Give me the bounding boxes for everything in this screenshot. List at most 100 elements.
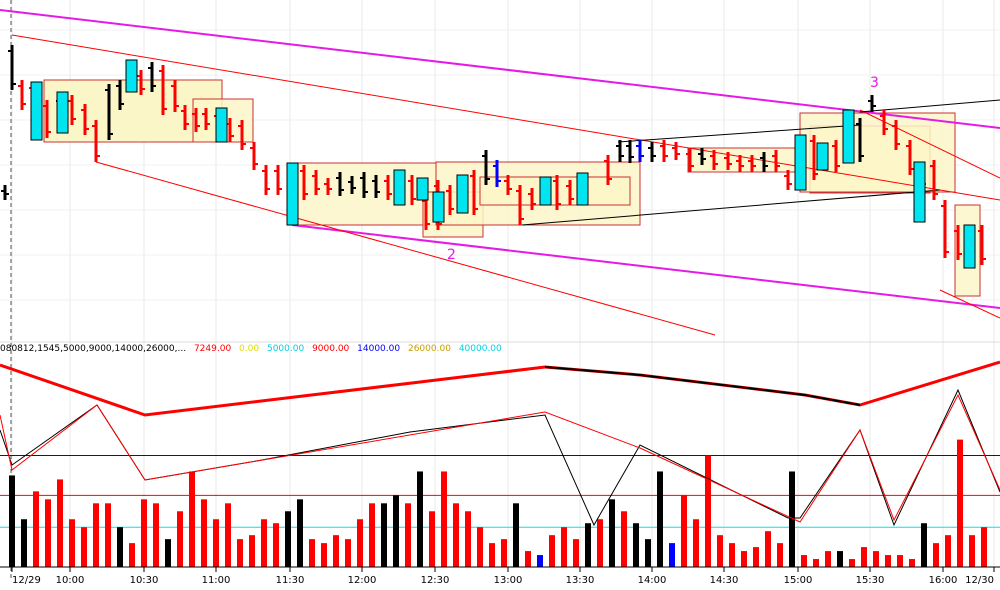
candle-body <box>125 59 138 93</box>
price-bar <box>81 104 89 135</box>
volume-panel <box>0 360 1000 567</box>
price-bar <box>604 155 612 185</box>
price-bar <box>18 80 26 110</box>
volume-bar <box>957 439 963 567</box>
volume-bar <box>393 495 399 567</box>
volume-bar <box>141 499 147 567</box>
volume-bar <box>525 551 531 567</box>
candle-body <box>286 162 299 226</box>
price-bar <box>941 200 949 258</box>
volume-bar <box>909 559 915 567</box>
candle-body <box>393 169 406 206</box>
price-bar <box>648 142 656 162</box>
volume-bar <box>321 543 327 567</box>
volume-bar <box>573 539 579 567</box>
price-bar <box>504 175 512 195</box>
volume-bar <box>885 555 891 567</box>
price-bar <box>300 165 308 200</box>
volume-bar <box>873 551 879 567</box>
volume-bar <box>813 559 819 567</box>
volume-trend-thick <box>0 360 1000 417</box>
volume-bar <box>117 527 123 567</box>
volume-bar <box>765 531 771 567</box>
x-tick-label: 14:30 <box>710 575 739 586</box>
price-bar <box>748 155 756 172</box>
volume-bar <box>585 523 591 567</box>
volume-bar <box>741 551 747 567</box>
price-bar <box>324 178 332 195</box>
price-bar <box>626 140 634 163</box>
volume-bar <box>693 519 699 567</box>
price-bar <box>978 225 986 265</box>
price-bar <box>68 95 76 125</box>
volume-trend-black <box>544 366 861 406</box>
candle-body <box>539 176 552 206</box>
volume-bar <box>621 511 627 567</box>
volume-bar <box>189 471 195 567</box>
price-bar <box>274 165 282 195</box>
lower-channel-line <box>291 224 1000 309</box>
volume-bar <box>273 523 279 567</box>
candle-body <box>456 174 469 214</box>
volume-bar <box>369 503 375 567</box>
price-bar <box>810 135 818 180</box>
candle-body <box>30 81 43 141</box>
volume-bar <box>501 539 507 567</box>
volume-zigzag-red <box>0 393 1000 523</box>
x-tick-label: 12:00 <box>348 575 377 586</box>
price-bar <box>159 65 167 115</box>
volume-bar <box>549 535 555 567</box>
candle-body <box>576 172 589 206</box>
legend-params: 080812,1545,5000,9000,14000,26000,... <box>0 344 187 354</box>
volume-bar <box>9 475 15 567</box>
volume-bar <box>789 471 795 567</box>
volume-bar <box>261 519 267 567</box>
x-axis: 12/29 10:00 10:30 11:00 11:30 12:00 12:30 13:00… <box>0 566 1000 586</box>
volume-bar <box>93 503 99 567</box>
legend-value-7: 40000.00 <box>458 344 502 354</box>
volume-bar <box>849 559 855 567</box>
volume-legend: 080812,1545,5000,9000,14000,26000,... 72… <box>0 344 507 358</box>
x-tick-label: 11:30 <box>276 575 305 586</box>
volume-bar <box>837 551 843 567</box>
price-bar <box>856 118 864 162</box>
volume-bar <box>561 527 567 567</box>
price-bar <box>8 45 16 90</box>
congestion-box <box>687 147 801 173</box>
candle-body <box>913 161 926 223</box>
candle-body <box>432 191 445 223</box>
legend-value-1: 7249.00 <box>193 344 232 354</box>
price-bar <box>372 175 380 198</box>
price-bar <box>1 185 9 200</box>
volume-bar <box>657 471 663 567</box>
volume-bar <box>537 555 543 567</box>
x-tick-label: 13:30 <box>566 575 595 586</box>
legend-value-6: 26000.00 <box>407 344 451 354</box>
price-bar <box>493 160 501 187</box>
volume-bar <box>45 499 51 567</box>
price-bar <box>710 150 718 170</box>
volume-bar <box>825 551 831 567</box>
price-bar <box>516 185 524 225</box>
volume-bar <box>933 543 939 567</box>
volume-bar <box>897 555 903 567</box>
volume-bar <box>729 543 735 567</box>
x-tick-label: 10:30 <box>130 575 159 586</box>
price-bar <box>202 108 210 130</box>
candle-body <box>842 109 855 164</box>
volume-bar <box>717 535 723 567</box>
volume-zigzag <box>0 388 1000 527</box>
volume-bar <box>705 455 711 567</box>
price-bar <box>470 170 478 215</box>
volume-bar <box>249 535 255 567</box>
price-bar <box>954 225 962 260</box>
volume-bar <box>945 535 951 567</box>
volume-bar <box>129 543 135 567</box>
price-bar <box>784 170 792 190</box>
volume-bar <box>165 539 171 567</box>
x-tick-label: 13:00 <box>494 575 523 586</box>
wave-label-2: 2 <box>447 247 456 263</box>
price-bar <box>698 148 706 165</box>
volume-bar <box>213 519 219 567</box>
price-bar <box>116 80 124 110</box>
